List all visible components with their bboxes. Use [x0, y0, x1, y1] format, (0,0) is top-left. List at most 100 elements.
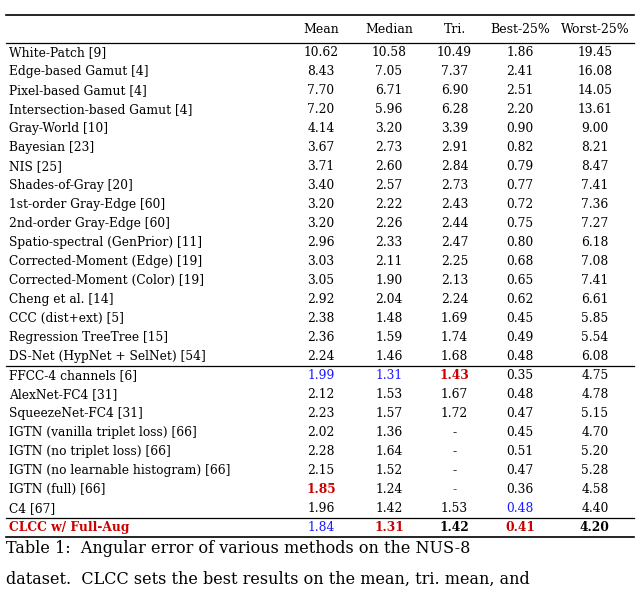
Text: 2.24: 2.24: [307, 350, 335, 363]
Text: 1.48: 1.48: [375, 312, 403, 325]
Text: Best-25%: Best-25%: [490, 23, 550, 36]
Text: 0.41: 0.41: [505, 521, 535, 534]
Text: 13.61: 13.61: [577, 103, 612, 116]
Text: 10.58: 10.58: [371, 46, 406, 59]
Text: 1.31: 1.31: [376, 369, 403, 382]
Text: 1.42: 1.42: [375, 502, 403, 515]
Text: 5.54: 5.54: [581, 331, 609, 344]
Text: 7.37: 7.37: [441, 65, 468, 78]
Text: 2.47: 2.47: [441, 236, 468, 249]
Text: 2.60: 2.60: [375, 160, 403, 173]
Text: 1.86: 1.86: [506, 46, 534, 59]
Text: Tri.: Tri.: [444, 23, 466, 36]
Text: 7.70: 7.70: [307, 84, 335, 97]
Text: 0.48: 0.48: [506, 502, 534, 515]
Text: 5.20: 5.20: [581, 445, 609, 458]
Text: 7.20: 7.20: [307, 103, 335, 116]
Text: 8.43: 8.43: [307, 65, 335, 78]
Text: 4.78: 4.78: [581, 388, 609, 401]
Text: 3.20: 3.20: [307, 217, 335, 230]
Text: 0.47: 0.47: [507, 464, 534, 477]
Text: 1.43: 1.43: [440, 369, 470, 382]
Text: 3.05: 3.05: [307, 274, 335, 287]
Text: 0.35: 0.35: [507, 369, 534, 382]
Text: 2.92: 2.92: [307, 293, 335, 306]
Text: 5.85: 5.85: [581, 312, 609, 325]
Text: 1.72: 1.72: [441, 407, 468, 420]
Text: 5.96: 5.96: [375, 103, 403, 116]
Text: 4.70: 4.70: [581, 426, 609, 439]
Text: 8.47: 8.47: [581, 160, 609, 173]
Text: 3.71: 3.71: [307, 160, 335, 173]
Text: 4.58: 4.58: [581, 483, 609, 496]
Text: 2.57: 2.57: [375, 179, 403, 192]
Text: Bayesian [23]: Bayesian [23]: [9, 141, 94, 154]
Text: 6.90: 6.90: [441, 84, 468, 97]
Text: 2.73: 2.73: [441, 179, 468, 192]
Text: 16.08: 16.08: [577, 65, 612, 78]
Text: -: -: [452, 483, 457, 496]
Text: 0.79: 0.79: [507, 160, 534, 173]
Text: 0.47: 0.47: [507, 407, 534, 420]
Text: 2.11: 2.11: [375, 255, 403, 268]
Text: Table 1:  Angular error of various methods on the NUS-8: Table 1: Angular error of various method…: [6, 540, 471, 557]
Text: 7.08: 7.08: [581, 255, 609, 268]
Text: 0.45: 0.45: [507, 312, 534, 325]
Text: 4.14: 4.14: [307, 122, 335, 135]
Text: 1.53: 1.53: [376, 388, 403, 401]
Text: IGTN (full) [66]: IGTN (full) [66]: [9, 483, 106, 496]
Text: 2.43: 2.43: [441, 198, 468, 211]
Text: 1.59: 1.59: [375, 331, 403, 344]
Text: 6.61: 6.61: [581, 293, 609, 306]
Text: 6.28: 6.28: [441, 103, 468, 116]
Text: C4 [67]: C4 [67]: [9, 502, 55, 515]
Text: 0.90: 0.90: [507, 122, 534, 135]
Text: 0.75: 0.75: [507, 217, 534, 230]
Text: IGTN (no triplet loss) [66]: IGTN (no triplet loss) [66]: [9, 445, 171, 458]
Text: 1.74: 1.74: [441, 331, 468, 344]
Text: 0.72: 0.72: [507, 198, 534, 211]
Text: 2.96: 2.96: [307, 236, 335, 249]
Text: 6.71: 6.71: [375, 84, 403, 97]
Text: 0.45: 0.45: [507, 426, 534, 439]
Text: Gray-World [10]: Gray-World [10]: [9, 122, 108, 135]
Text: 2.91: 2.91: [441, 141, 468, 154]
Text: Worst-25%: Worst-25%: [561, 23, 629, 36]
Text: 1.96: 1.96: [307, 502, 335, 515]
Text: 2.28: 2.28: [307, 445, 335, 458]
Text: 4.20: 4.20: [580, 521, 610, 534]
Text: White-Patch [9]: White-Patch [9]: [9, 46, 106, 59]
Text: 0.68: 0.68: [506, 255, 534, 268]
Text: 2.51: 2.51: [507, 84, 534, 97]
Text: FFCC-4 channels [6]: FFCC-4 channels [6]: [9, 369, 137, 382]
Text: 2.25: 2.25: [441, 255, 468, 268]
Text: 2.84: 2.84: [441, 160, 468, 173]
Text: Intersection-based Gamut [4]: Intersection-based Gamut [4]: [9, 103, 193, 116]
Text: Regression TreeTree [15]: Regression TreeTree [15]: [9, 331, 168, 344]
Text: 14.05: 14.05: [577, 84, 612, 97]
Text: 0.49: 0.49: [506, 331, 534, 344]
Text: 3.20: 3.20: [307, 198, 335, 211]
Text: 2.36: 2.36: [307, 331, 335, 344]
Text: 2.20: 2.20: [506, 103, 534, 116]
Text: 2.13: 2.13: [441, 274, 468, 287]
Text: -: -: [452, 445, 457, 458]
Text: IGTN (vanilla triplet loss) [66]: IGTN (vanilla triplet loss) [66]: [9, 426, 196, 439]
Text: 1.84: 1.84: [307, 521, 335, 534]
Text: 1.24: 1.24: [375, 483, 403, 496]
Text: Pixel-based Gamut [4]: Pixel-based Gamut [4]: [9, 84, 147, 97]
Text: -: -: [452, 464, 457, 477]
Text: 3.39: 3.39: [441, 122, 468, 135]
Text: 3.67: 3.67: [307, 141, 335, 154]
Text: 5.15: 5.15: [581, 407, 609, 420]
Text: 7.36: 7.36: [581, 198, 609, 211]
Text: 3.03: 3.03: [307, 255, 335, 268]
Text: SqueezeNet-FC4 [31]: SqueezeNet-FC4 [31]: [9, 407, 143, 420]
Text: Shades-of-Gray [20]: Shades-of-Gray [20]: [9, 179, 132, 192]
Text: 7.41: 7.41: [581, 274, 609, 287]
Text: 0.80: 0.80: [507, 236, 534, 249]
Text: Edge-based Gamut [4]: Edge-based Gamut [4]: [9, 65, 148, 78]
Text: 1.31: 1.31: [374, 521, 404, 534]
Text: Corrected-Moment (Color) [19]: Corrected-Moment (Color) [19]: [9, 274, 204, 287]
Text: 2.38: 2.38: [307, 312, 335, 325]
